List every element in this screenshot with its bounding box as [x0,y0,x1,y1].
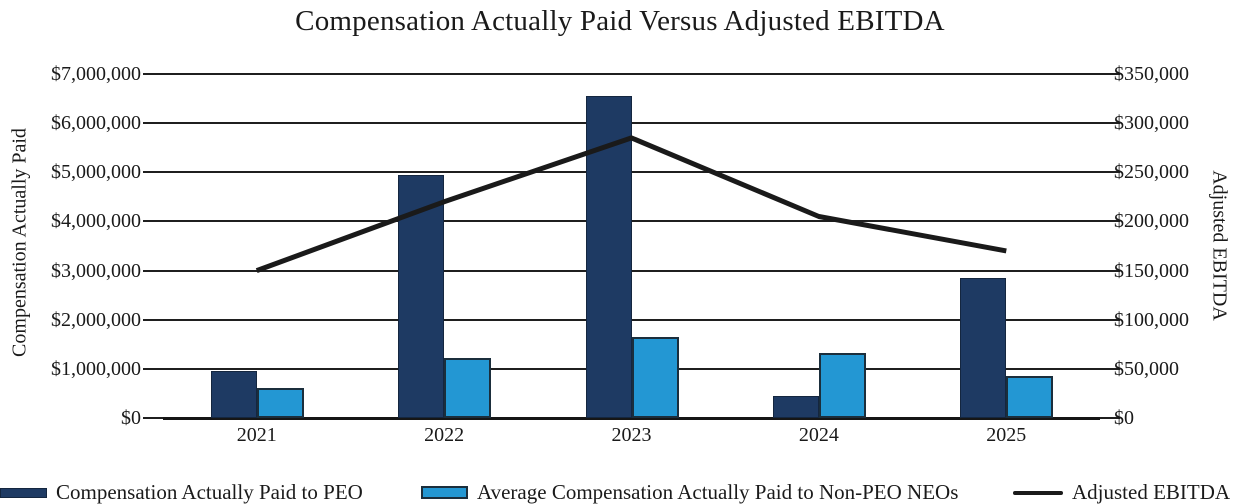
x-axis-line [163,417,1100,420]
x-axis-label-2021: 2021 [236,424,277,446]
right-axis-tick-label: $100,000 [1114,309,1189,331]
left-tick-mark [143,319,163,321]
right-axis-title: Adjusted EBITDA [1208,170,1231,321]
right-axis-tick-label: $350,000 [1114,63,1189,85]
right-tick-mark [1100,220,1120,222]
left-axis-tick-label: $1,000,000 [51,358,141,380]
left-tick-mark [143,220,163,222]
right-tick-mark [1100,417,1120,419]
ebitda-line [255,135,1007,273]
left-axis-tick-label: $0 [121,407,141,429]
x-axis-label-2025: 2025 [986,424,1027,446]
left-axis-tick-label: $7,000,000 [51,63,141,85]
gridline [163,270,1100,272]
legend: Compensation Actually Paid to PEO Averag… [0,480,1240,504]
bar-non-peo-2021 [256,388,304,418]
legend-item-ebitda: Adjusted EBITDA [1013,480,1231,504]
gridline [163,319,1100,321]
right-axis-tick-label: $0 [1114,407,1134,429]
right-axis-tick-label: $50,000 [1114,358,1179,380]
right-axis-tick-label: $200,000 [1114,210,1189,232]
left-tick-mark [143,368,163,370]
right-axis-tick-label: $300,000 [1114,112,1189,134]
bar-peo-2025 [960,278,1007,418]
right-tick-mark [1100,368,1120,370]
bar-peo-2024 [772,396,819,418]
left-tick-mark [143,73,163,75]
bar-non-peo-2022 [444,358,492,418]
plot-area [163,73,1100,420]
left-axis-tick-label: $2,000,000 [51,309,141,331]
legend-item-non-peo: Average Compensation Actually Paid to No… [421,480,959,504]
right-tick-mark [1100,270,1120,272]
non-peo-bar-swatch-icon [421,486,468,499]
left-tick-mark [143,270,163,272]
left-tick-mark [143,122,163,124]
bar-peo-2021 [210,371,257,418]
right-tick-mark [1100,319,1120,321]
legend-label-non-peo: Average Compensation Actually Paid to No… [477,480,959,504]
right-axis-tick-label: $150,000 [1114,260,1189,282]
peo-bar-swatch-icon [0,487,47,498]
gridline [163,122,1100,124]
left-axis-tick-label: $6,000,000 [51,112,141,134]
x-axis-label-2023: 2023 [611,424,652,446]
gridline [163,73,1100,75]
right-axis-tick-label: $250,000 [1114,161,1189,183]
right-tick-mark [1100,73,1120,75]
gridline [163,171,1100,173]
ebitda-line-path [255,135,1007,273]
legend-label-ebitda: Adjusted EBITDA [1072,480,1231,504]
left-tick-mark [143,417,163,419]
left-axis-tick-label: $3,000,000 [51,260,141,282]
bar-non-peo-2024 [818,353,866,418]
left-axis-tick-label: $5,000,000 [51,161,141,183]
bar-non-peo-2025 [1006,376,1054,418]
legend-label-peo: Compensation Actually Paid to PEO [56,480,363,504]
right-tick-mark [1100,122,1120,124]
left-tick-mark [143,171,163,173]
x-axis-label-2022: 2022 [424,424,465,446]
right-tick-mark [1100,171,1120,173]
bar-non-peo-2023 [631,337,679,418]
gridline [163,220,1100,222]
legend-item-peo: Compensation Actually Paid to PEO [0,480,363,504]
ebitda-line-swatch-icon [1013,490,1063,495]
x-axis-label-2024: 2024 [798,424,839,446]
chart-title: Compensation Actually Paid Versus Adjust… [295,5,945,37]
left-axis-tick-label: $4,000,000 [51,210,141,232]
